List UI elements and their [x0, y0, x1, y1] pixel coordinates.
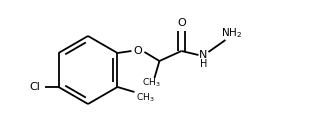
- Text: H: H: [200, 59, 207, 69]
- Text: O: O: [133, 46, 142, 56]
- Text: Cl: Cl: [29, 82, 40, 92]
- Text: N: N: [199, 50, 208, 60]
- Text: NH$_2$: NH$_2$: [221, 26, 242, 40]
- Text: CH$_3$: CH$_3$: [142, 77, 161, 89]
- Text: O: O: [177, 18, 186, 28]
- Text: CH$_3$: CH$_3$: [136, 92, 155, 104]
